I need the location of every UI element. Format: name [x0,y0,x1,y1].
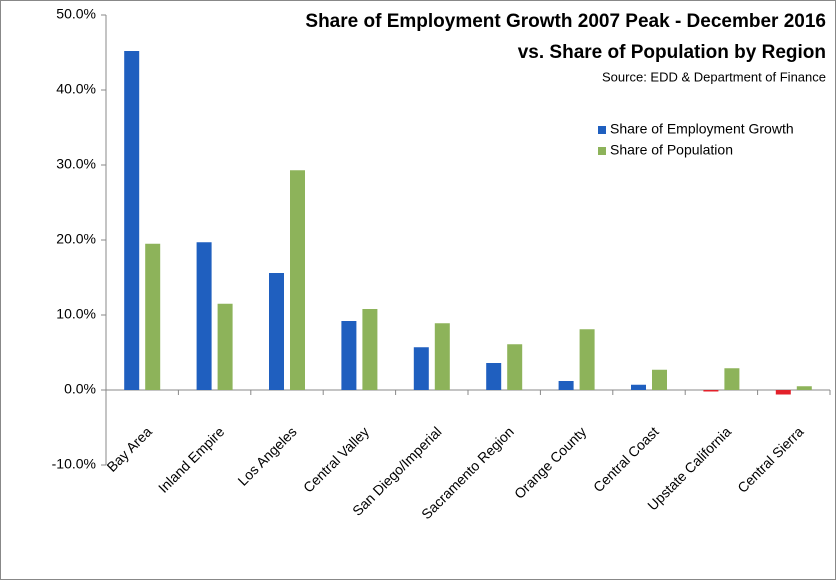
y-tick-label: 0.0% [64,381,96,397]
y-tick-label: 40.0% [56,81,96,97]
y-tick-label: 10.0% [56,306,96,322]
y-tick-label: 30.0% [56,156,96,172]
bar [796,386,812,390]
bar [217,303,233,390]
legend-swatch [598,147,606,155]
y-tick-label: 20.0% [56,231,96,247]
bar [341,321,357,390]
bar [362,309,378,390]
chart-title: vs. Share of Population by Region [518,42,826,63]
legend-label: Share of Population [610,142,733,158]
bar [558,381,574,390]
bar [703,390,719,392]
bar [507,344,523,390]
bar [724,368,740,390]
bar [145,243,161,390]
bar [124,51,140,390]
bar [413,347,429,390]
legend-swatch [598,126,606,134]
chart-source: Source: EDD & Department of Finance [602,69,826,84]
bar [486,363,502,390]
y-tick-label: 50.0% [56,6,96,22]
bar [196,242,212,390]
bar [269,273,284,390]
legend-label: Share of Employment Growth [610,121,794,137]
bar [290,170,305,390]
bar [434,323,450,390]
bar [775,390,791,395]
bar [579,329,595,390]
y-tick-label: -10.0% [52,456,96,472]
chart-title: Share of Employment Growth 2007 Peak - D… [305,11,826,32]
bar [631,384,646,390]
bar [652,369,667,390]
